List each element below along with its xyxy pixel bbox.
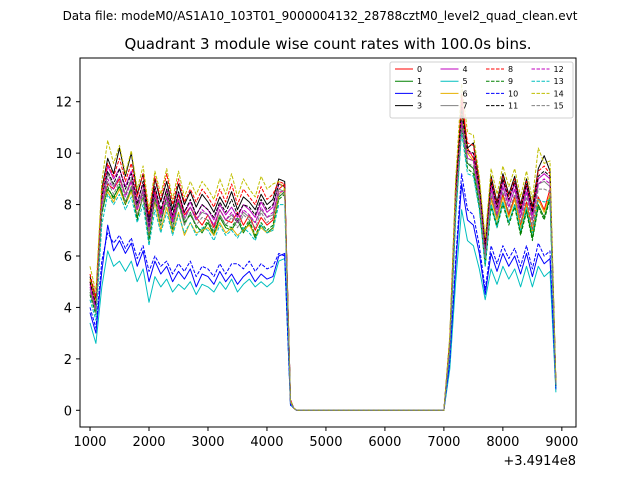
x-tick-label: 6000 — [368, 435, 401, 450]
series-line-11 — [89, 111, 557, 411]
y-tick-label: 2 — [64, 353, 72, 368]
series-line-15 — [89, 126, 557, 411]
y-tick-label: 8 — [64, 199, 72, 214]
chart-title: Quadrant 3 module wise count rates with … — [124, 35, 531, 53]
figure-suptitle: Data file: modeM0/AS1A10_103T01_90000041… — [63, 9, 578, 23]
x-tick-label: 7000 — [427, 435, 460, 450]
y-axis: 0 2 4 6 8 10 12 — [55, 96, 80, 419]
legend-label: 9 — [508, 77, 513, 86]
y-tick-label: 0 — [64, 404, 72, 419]
series-line-2 — [89, 183, 557, 411]
y-tick-label: 10 — [55, 147, 72, 162]
legend-label: 11 — [508, 102, 518, 111]
series-line-7 — [89, 119, 557, 411]
x-tick-label: 4000 — [250, 435, 283, 450]
series-line-8 — [89, 101, 557, 411]
x-tick-label: 9000 — [545, 435, 578, 450]
series-line-10 — [89, 173, 557, 411]
x-tick-label: 2000 — [132, 435, 165, 450]
legend-label: 14 — [554, 89, 564, 98]
series-line-12 — [89, 121, 557, 411]
series-line-13 — [89, 132, 557, 411]
x-tick-label: 5000 — [309, 435, 342, 450]
legend-label: 3 — [417, 102, 422, 111]
y-tick-label: 4 — [64, 301, 72, 316]
legend-label: 1 — [417, 77, 422, 86]
series-line-4 — [89, 114, 557, 411]
legend-label: 12 — [554, 65, 564, 74]
x-tick-label: 8000 — [486, 435, 519, 450]
legend-label: 4 — [463, 65, 468, 74]
legend-label: 8 — [508, 65, 513, 74]
legend-label: 15 — [554, 102, 564, 111]
y-tick-label: 12 — [55, 96, 72, 111]
legend-label: 10 — [508, 89, 518, 98]
series-layer — [89, 83, 557, 411]
legend-label: 5 — [463, 77, 468, 86]
y-tick-label: 6 — [64, 250, 72, 265]
series-line-5 — [89, 209, 557, 411]
series-line-9 — [89, 126, 557, 411]
x-tick-label: 1000 — [73, 435, 106, 450]
legend-label: 0 — [417, 65, 422, 74]
legend-label: 13 — [554, 77, 564, 86]
legend-label: 7 — [463, 102, 468, 111]
axes-frame — [79, 57, 577, 428]
x-axis-offset-label: +3.4914e8 — [503, 454, 576, 469]
legend-label: 2 — [417, 89, 422, 98]
series-line-14 — [89, 83, 557, 411]
legend-label: 6 — [463, 89, 468, 98]
series-line-3 — [89, 106, 557, 411]
x-tick-label: 3000 — [191, 435, 224, 450]
x-axis: 1000 2000 3000 4000 5000 6000 7000 8000 9000 — [73, 427, 578, 450]
legend-box — [389, 61, 574, 119]
